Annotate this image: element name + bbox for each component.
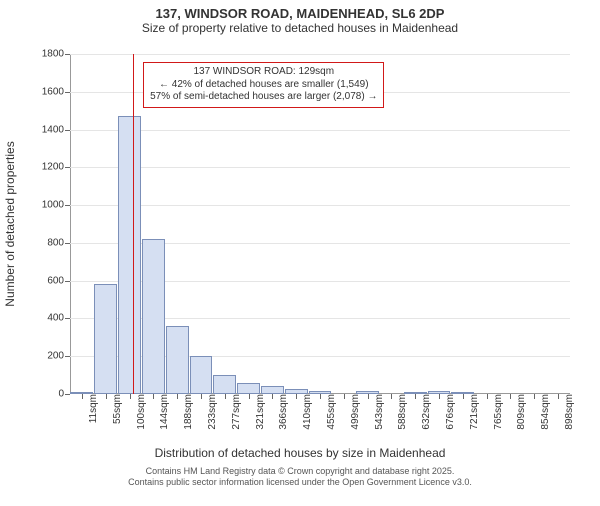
- x-tick-mark: [344, 394, 345, 399]
- x-axis-label: Distribution of detached houses by size …: [0, 446, 600, 460]
- x-tick-label: 809sqm: [514, 394, 527, 430]
- x-tick-label: 499sqm: [348, 394, 361, 430]
- x-tick-mark: [368, 394, 369, 399]
- x-tick-mark: [106, 394, 107, 399]
- highlight-annotation: 137 WINDSOR ROAD: 129sqm← 42% of detache…: [143, 62, 384, 108]
- x-tick-mark: [153, 394, 154, 399]
- x-tick-label: 100sqm: [134, 394, 147, 430]
- gridline: [70, 167, 570, 168]
- y-tick-mark: [65, 130, 70, 131]
- y-tick-mark: [65, 92, 70, 93]
- footer-line-1: Contains HM Land Registry data © Crown c…: [0, 466, 600, 477]
- x-tick-label: 588sqm: [395, 394, 408, 430]
- footer-line-2: Contains public sector information licen…: [0, 477, 600, 488]
- y-tick-mark: [65, 167, 70, 168]
- x-tick-label: 366sqm: [276, 394, 289, 430]
- x-tick-label: 233sqm: [205, 394, 218, 430]
- x-tick-label: 676sqm: [443, 394, 456, 430]
- histogram-bar: [142, 239, 165, 394]
- gridline: [70, 54, 570, 55]
- gridline: [70, 130, 570, 131]
- x-tick-mark: [130, 394, 131, 399]
- x-tick-label: 632sqm: [419, 394, 432, 430]
- x-tick-label: 854sqm: [538, 394, 551, 430]
- y-tick-mark: [65, 243, 70, 244]
- x-tick-mark: [487, 394, 488, 399]
- y-tick-mark: [65, 281, 70, 282]
- x-tick-label: 11sqm: [86, 394, 99, 423]
- gridline: [70, 205, 570, 206]
- histogram-bar: [190, 356, 213, 394]
- x-tick-label: 410sqm: [300, 394, 313, 430]
- x-tick-label: 543sqm: [372, 394, 385, 430]
- x-tick-mark: [225, 394, 226, 399]
- histogram-bar: [166, 326, 189, 394]
- x-tick-label: 144sqm: [157, 394, 170, 430]
- y-tick-mark: [65, 205, 70, 206]
- x-tick-label: 188sqm: [181, 394, 194, 430]
- y-tick-mark: [65, 318, 70, 319]
- chart-title: 137, WINDSOR ROAD, MAIDENHEAD, SL6 2DP: [0, 6, 600, 21]
- x-tick-mark: [296, 394, 297, 399]
- x-tick-mark: [463, 394, 464, 399]
- x-tick-mark: [510, 394, 511, 399]
- histogram-bar: [94, 284, 117, 394]
- plot-area: 02004006008001000120014001600180011sqm55…: [70, 54, 570, 394]
- x-tick-mark: [82, 394, 83, 399]
- footer-attribution: Contains HM Land Registry data © Crown c…: [0, 466, 600, 488]
- x-tick-mark: [177, 394, 178, 399]
- x-tick-mark: [415, 394, 416, 399]
- x-tick-label: 277sqm: [229, 394, 242, 430]
- y-axis-label: Number of detached properties: [3, 141, 17, 306]
- x-tick-label: 321sqm: [253, 394, 266, 430]
- x-tick-mark: [249, 394, 250, 399]
- x-tick-label: 898sqm: [562, 394, 575, 430]
- x-tick-mark: [558, 394, 559, 399]
- x-tick-label: 455sqm: [324, 394, 337, 430]
- reference-line: [133, 54, 134, 394]
- annotation-line-3: 57% of semi-detached houses are larger (…: [150, 91, 377, 104]
- histogram-bar: [213, 375, 236, 394]
- histogram-bar: [118, 116, 141, 394]
- y-tick-mark: [65, 54, 70, 55]
- histogram-bar: [237, 383, 260, 394]
- title-line-1: 137, WINDSOR ROAD, MAIDENHEAD, SL6 2DP: [0, 6, 600, 21]
- y-tick-mark: [65, 356, 70, 357]
- x-tick-mark: [534, 394, 535, 399]
- x-tick-label: 721sqm: [467, 394, 480, 430]
- histogram-bar: [261, 386, 284, 394]
- x-tick-mark: [391, 394, 392, 399]
- x-tick-mark: [201, 394, 202, 399]
- x-tick-mark: [439, 394, 440, 399]
- annotation-line-1: 137 WINDSOR ROAD: 129sqm: [150, 66, 377, 79]
- x-tick-mark: [320, 394, 321, 399]
- y-tick-mark: [65, 394, 70, 395]
- x-tick-label: 765sqm: [491, 394, 504, 430]
- chart-subtitle: Size of property relative to detached ho…: [0, 21, 600, 35]
- chart-container: 137, WINDSOR ROAD, MAIDENHEAD, SL6 2DP S…: [0, 6, 600, 506]
- x-tick-label: 55sqm: [110, 394, 123, 424]
- annotation-line-2: ← 42% of detached houses are smaller (1,…: [150, 79, 377, 92]
- x-tick-mark: [272, 394, 273, 399]
